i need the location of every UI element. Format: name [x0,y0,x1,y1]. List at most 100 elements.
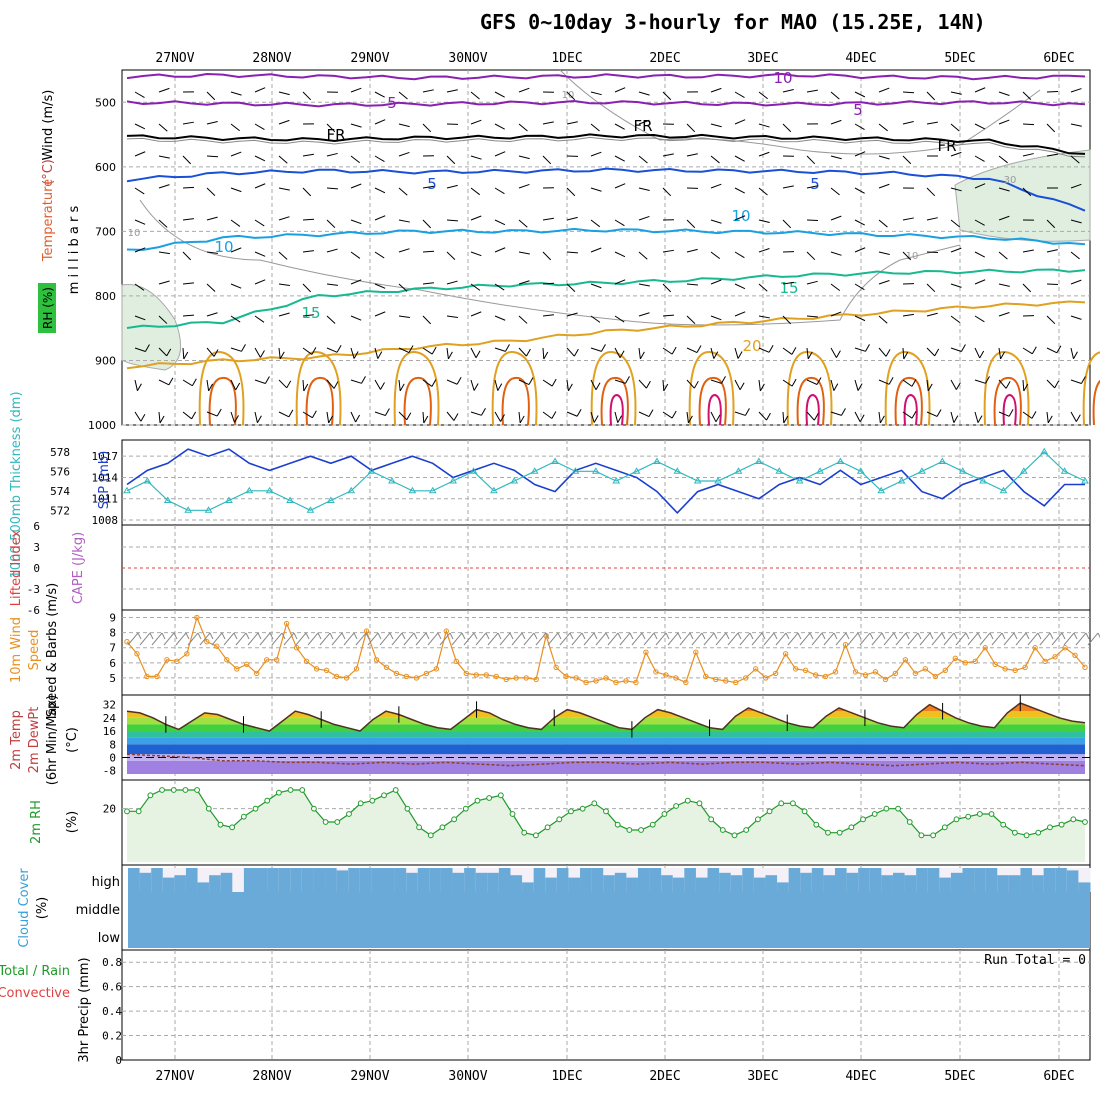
slp-tick-label: 1017 [92,450,119,463]
wind-speed-marker [752,666,759,672]
wind-barb [1022,91,1032,101]
wind-barb [758,411,767,421]
wind-barb [710,315,722,321]
rh-marker [813,821,820,828]
rh-marker [275,789,282,796]
surface-wind-barb [187,632,199,646]
surface-wind-barb [763,632,775,646]
wind-barb [998,312,1010,317]
surface-wind-barb-flag [461,632,466,640]
cloud-cover-high-bar [197,882,210,892]
wind-barb [974,123,986,130]
cloud-cover-high-bar [846,872,859,892]
contour-label: 10 [906,251,919,262]
side-label-temperature: Temperature [41,179,56,262]
wind-barb [878,251,890,255]
wind-barb [926,379,929,391]
rh-marker [170,787,177,793]
rh-marker [825,829,831,836]
wind-barb [182,186,195,189]
wind-barb [734,311,746,317]
surface-wind-barb [331,632,343,646]
wind-barb [470,187,481,196]
wind-barb-flag [879,415,885,424]
wind-barb-flag [481,408,486,416]
wind-barb [878,347,887,357]
rh-contour [559,69,1041,155]
thickness-marker [530,467,539,474]
wind-barb [158,155,170,159]
diurnal-temp-contour [884,350,931,426]
wind-barb-flag [888,377,894,385]
wind-barb [446,251,456,260]
wind-barb [758,248,770,253]
thickness-marker [326,496,335,503]
wind-barb [614,155,625,162]
wind-barb [758,151,770,157]
wind-barb [950,91,962,95]
wind-barb [518,315,528,324]
surface-wind-barb-flag [533,632,538,640]
surface-wind-barb-flag [353,632,358,640]
surface-wind-barb-flag [557,632,562,640]
cloud-cover-high-bar [997,875,1010,892]
wind-speed-marker [962,660,968,666]
wind-tick-label: 6 [109,657,116,670]
wind-barb [998,251,1008,260]
wind-barb-flag [353,351,359,359]
wind-barb [518,379,530,386]
wind-barb [206,91,216,101]
wind-speed-marker [413,675,420,681]
temp-color-band [127,724,1085,732]
wind-barb [158,219,168,228]
thickness-marker [836,457,845,464]
side-label-rh: RH (%) [41,287,55,329]
surface-wind-barb [667,632,679,646]
rh-marker [638,827,644,833]
wind-barb [854,151,866,157]
wind-barb [350,155,361,164]
wind-barb [422,411,425,424]
wind-barb-flag [431,379,437,387]
wind-barb-flag [1031,411,1037,419]
rh-marker [1058,821,1065,828]
wind-barb [686,411,689,423]
wind-barb [302,314,314,317]
cloud-cover-high-bar [325,868,338,892]
rh-marker [568,808,574,815]
wind-barb-flag [934,348,940,357]
wind-barb [926,91,936,101]
surface-wind-barb-flag [389,632,394,640]
date-label-bottom: 3DEC [747,1069,778,1084]
surface-wind-barb-flag [1013,632,1018,640]
thickness-marker [856,467,865,474]
legend-total-rain: Total / Rain [0,964,70,979]
date-label-top: 4DEC [845,51,876,66]
contour-label: 10 [731,207,750,225]
diurnal-temp-contour [993,376,1022,426]
wind-barb [686,248,698,253]
wind-barb [374,91,385,98]
cloud-cover-high-bar [974,868,987,892]
cloud-cover-high-bar [777,882,790,892]
cloud-cover-high-bar [765,875,778,892]
contour-label: 5 [427,175,437,193]
wind-barb-flag [140,414,146,422]
surface-wind-barb [943,632,955,646]
surface-wind-barb [163,632,175,646]
cloud-cover-high-bar [209,875,222,892]
wind-barb [422,379,433,387]
cloud-cover-high-bar [950,872,964,892]
wind-barb-flag [519,415,525,424]
surface-wind-barb-flag [449,632,454,640]
wind-barb [134,411,142,422]
wind-barb-flag [593,415,599,423]
wind-barb-flag [783,415,789,424]
diurnal-temp-contour-hot [609,393,624,426]
rh-marker [135,808,142,815]
wind-barb [782,89,794,93]
wind-tick-label: 8 [109,627,116,640]
wind-barb-flag [311,410,317,418]
wind-barb [374,311,386,317]
date-label-bottom: 28NOV [252,1069,291,1084]
